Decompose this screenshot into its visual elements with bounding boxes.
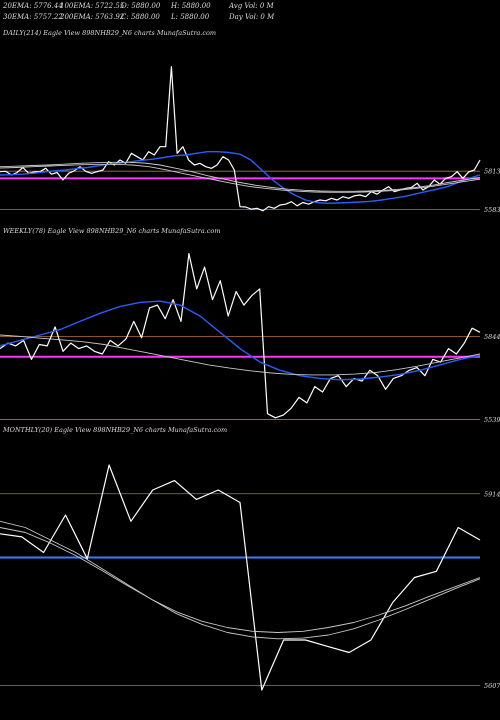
monthly-panel-title: MONTHLY(20) Eagle View 898NHB29_N6 chart… — [2, 426, 227, 434]
daily-panel-title: DAILY(214) Eagle View 898NHB29_N6 charts… — [2, 29, 216, 37]
header-30ema: 30EMA: 5757.22 — [3, 13, 63, 21]
y-tick-label: 5914 — [484, 490, 500, 498]
ema-slow-line — [0, 520, 481, 640]
header-20ema: 20EMA: 5776.44 — [2, 2, 63, 10]
weekly-panel-title: WEEKLY(78) Eagle View 898NHB29_N6 charts… — [3, 227, 221, 235]
ema-slow-line — [0, 334, 481, 376]
header-100ema: 100EMA: 5722.55 — [60, 2, 125, 10]
ema-fast-line — [0, 300, 481, 381]
ema-slow-2-line — [0, 527, 481, 633]
ema-fast-line — [0, 150, 481, 205]
header-day-vol: Day Vol: 0 M — [228, 13, 275, 21]
y-tick-label: 5539 — [484, 416, 500, 424]
price-line — [0, 464, 481, 691]
monthly-panel: 5914 5607 — [0, 464, 500, 691]
y-tick-label: 5844 — [484, 333, 500, 341]
header-low: L: 5880.00 — [170, 13, 210, 21]
y-tick-label: 5583 — [484, 206, 500, 214]
header-high: H: 5880.00 — [170, 2, 211, 10]
ema-slow-2-line — [0, 163, 481, 193]
weekly-panel: 5844 5539 — [0, 253, 500, 424]
ema-header: 20EMA: 5776.44 100EMA: 5722.55 O: 5880.0… — [2, 2, 275, 21]
header-open: O: 5880.00 — [121, 2, 161, 10]
y-tick-label: 5607 — [484, 682, 500, 690]
price-line — [0, 253, 481, 419]
header-avg-vol: Avg Vol: 0 M — [228, 2, 275, 10]
daily-panel: 5813 5583 — [0, 66, 500, 214]
header-200ema: 200EMA: 5763.92 — [59, 13, 125, 21]
header-close: C: 5880.00 — [121, 13, 160, 21]
y-tick-label: 5813 — [484, 168, 500, 176]
ema-slow-line — [0, 161, 481, 192]
